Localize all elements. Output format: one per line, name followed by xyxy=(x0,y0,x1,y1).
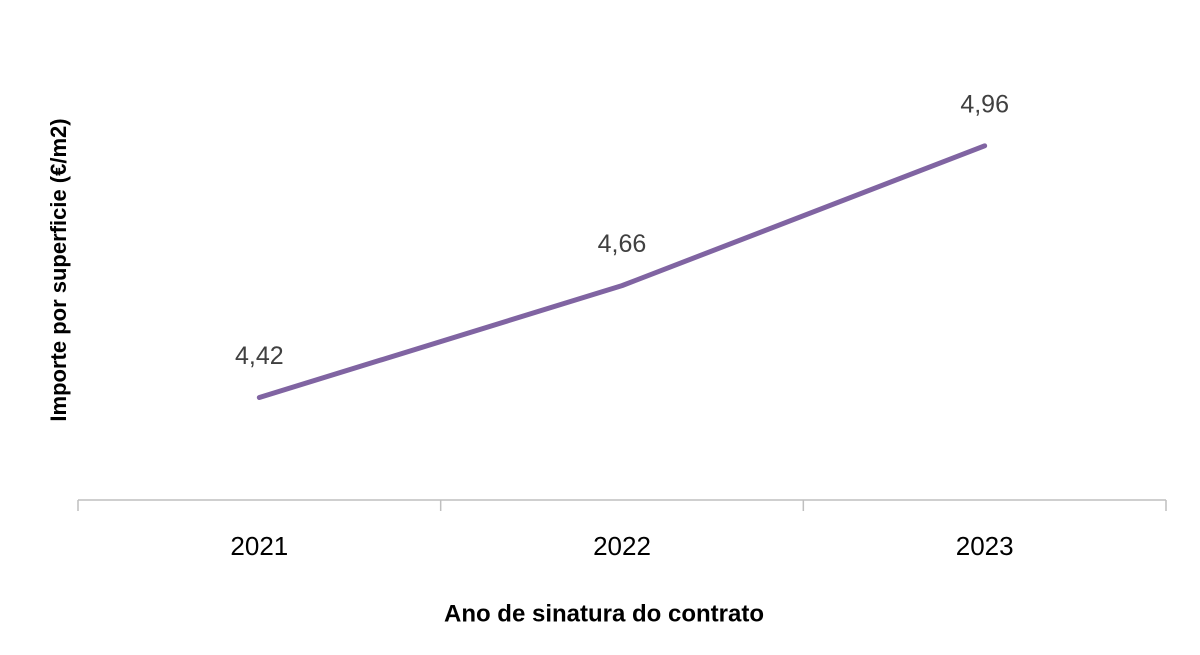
data-label: 4,96 xyxy=(960,90,1009,118)
x-tick-label: 2023 xyxy=(956,531,1014,561)
data-label: 4,66 xyxy=(598,230,647,258)
line xyxy=(256,143,988,400)
y-axis-title: Importe por superficie (€/m2) xyxy=(46,118,71,421)
x-tick-label: 2021 xyxy=(230,531,288,561)
x-tick-label: 2022 xyxy=(593,531,651,561)
data-label: 4,42 xyxy=(235,342,284,370)
x-axis-title: Ano de sinatura do contrato xyxy=(444,600,764,627)
